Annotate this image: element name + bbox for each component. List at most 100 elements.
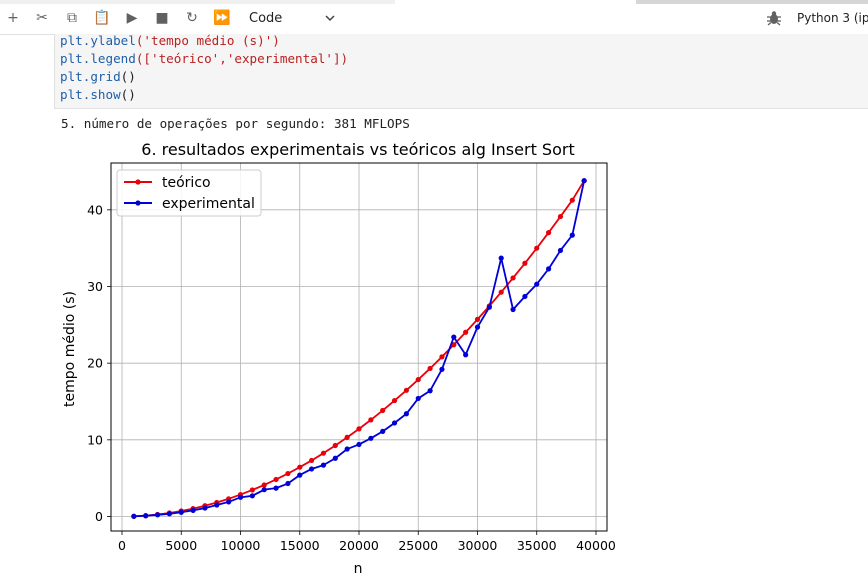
cell-type-label: Code bbox=[249, 10, 283, 26]
data-point-experimental bbox=[320, 462, 327, 468]
code-line: plt.ylabel('tempo médio (s)') bbox=[60, 32, 280, 50]
data-point-experimental bbox=[131, 513, 137, 519]
data-point-teorico bbox=[498, 289, 504, 295]
data-point-experimental bbox=[546, 266, 552, 272]
legend-marker-experimental bbox=[135, 200, 141, 206]
data-point-teorico bbox=[403, 387, 409, 393]
data-point-experimental bbox=[237, 494, 244, 500]
y-tick-label: 20 bbox=[87, 356, 103, 371]
copy-button[interactable]: ⧉ bbox=[63, 9, 81, 27]
plus-icon: + bbox=[7, 10, 19, 26]
data-point-experimental bbox=[403, 411, 409, 417]
kernel-name[interactable]: Python 3 (ip bbox=[797, 11, 868, 25]
data-point-teorico bbox=[273, 476, 279, 483]
data-point-experimental bbox=[474, 324, 481, 330]
data-point-teorico bbox=[522, 260, 528, 266]
data-point-experimental bbox=[368, 435, 374, 441]
y-tick-label: 40 bbox=[87, 202, 103, 217]
data-point-experimental bbox=[391, 420, 398, 426]
data-point-teorico bbox=[344, 434, 350, 440]
data-point-experimental bbox=[427, 388, 433, 394]
x-tick-label: 10000 bbox=[221, 538, 261, 553]
code-cell-editor[interactable]: plt.ylabel('tempo médio (s)') plt.legend… bbox=[54, 32, 868, 109]
refresh-icon: ↻ bbox=[186, 10, 198, 26]
data-point-teorico bbox=[546, 230, 552, 236]
data-point-teorico bbox=[332, 442, 338, 449]
tab-strip-left bbox=[0, 0, 395, 4]
chevron-down-icon bbox=[325, 15, 335, 22]
data-point-experimental bbox=[166, 511, 172, 517]
chart-ticks: 0 5000 10000 15000 20000 25000 30000 35000 40000… bbox=[87, 202, 616, 553]
code-fn: plt.grid bbox=[60, 69, 121, 84]
x-axis-label: n bbox=[354, 561, 363, 577]
code-fn: plt.legend bbox=[60, 51, 136, 66]
data-point-teorico bbox=[368, 417, 374, 423]
data-point-experimental bbox=[285, 480, 291, 487]
y-tick-label: 10 bbox=[87, 432, 103, 447]
data-point-experimental bbox=[226, 499, 232, 505]
data-point-teorico bbox=[297, 464, 303, 470]
data-point-teorico bbox=[309, 457, 315, 464]
data-point-experimental bbox=[451, 334, 457, 340]
code-line: plt.show() bbox=[60, 86, 136, 104]
fast-forward-icon: ⏩ bbox=[213, 10, 231, 26]
data-point-teorico bbox=[439, 354, 445, 360]
data-point-teorico bbox=[261, 482, 267, 488]
data-point-teorico bbox=[285, 470, 291, 477]
y-tick-label: 30 bbox=[87, 279, 103, 294]
chart-title: 6. resultados experimentais vs teóricos … bbox=[141, 140, 574, 159]
output-text: 5. número de operações por segundo: 381 … bbox=[61, 116, 410, 131]
chart-grid bbox=[111, 163, 607, 531]
data-point-experimental bbox=[190, 507, 196, 513]
data-point-experimental bbox=[522, 293, 528, 300]
legend: teórico experimental bbox=[116, 169, 262, 217]
legend-label-teorico: teórico bbox=[162, 175, 211, 191]
notebook-toolbar: + ✂ ⧉ 📋 ▶ ■ ↻ ⏩ Code Python 3 (ip bbox=[0, 0, 868, 35]
data-point-experimental bbox=[249, 493, 255, 499]
run-all-button[interactable]: ⏩ bbox=[213, 9, 231, 27]
data-point-experimental bbox=[261, 487, 267, 493]
data-point-experimental bbox=[557, 247, 564, 254]
x-tick-label: 0 bbox=[118, 538, 126, 553]
cell-type-select[interactable]: Code bbox=[244, 8, 336, 28]
x-tick-label: 20000 bbox=[339, 538, 379, 553]
add-cell-button[interactable]: + bbox=[4, 9, 22, 27]
data-point-experimental bbox=[498, 255, 504, 261]
scissors-icon: ✂ bbox=[36, 10, 48, 26]
code-line: plt.grid() bbox=[60, 68, 136, 86]
restart-button[interactable]: ↻ bbox=[183, 9, 201, 27]
run-button[interactable]: ▶ bbox=[123, 9, 141, 27]
y-tick-label: 0 bbox=[95, 509, 103, 524]
cut-button[interactable]: ✂ bbox=[33, 9, 51, 27]
tab-strip bbox=[0, 0, 868, 4]
paste-button[interactable]: 📋 bbox=[93, 9, 111, 27]
stop-icon: ■ bbox=[155, 10, 169, 26]
stop-button[interactable]: ■ bbox=[153, 9, 171, 27]
data-point-teorico bbox=[451, 342, 457, 348]
code-line: plt.legend(['teórico','experimental']) bbox=[60, 50, 348, 68]
code-fn: plt.ylabel bbox=[60, 33, 136, 48]
code-args: (['teórico','experimental']) bbox=[135, 51, 349, 66]
bug-icon[interactable] bbox=[766, 10, 782, 26]
data-point-experimental bbox=[214, 502, 220, 508]
x-tick-label: 30000 bbox=[458, 538, 498, 553]
tab-strip-right bbox=[636, 0, 868, 4]
data-point-experimental bbox=[178, 509, 184, 515]
data-point-teorico bbox=[391, 397, 398, 404]
data-point-experimental bbox=[510, 306, 516, 313]
code-args: () bbox=[120, 87, 136, 102]
data-point-teorico bbox=[427, 365, 433, 372]
data-point-experimental bbox=[356, 441, 362, 448]
data-point-teorico bbox=[534, 245, 540, 251]
data-point-teorico bbox=[557, 213, 564, 220]
play-icon: ▶ bbox=[126, 10, 138, 26]
data-point-teorico bbox=[356, 426, 362, 432]
legend-label-experimental: experimental bbox=[162, 196, 255, 212]
data-point-experimental bbox=[202, 505, 208, 511]
data-point-teorico bbox=[380, 407, 386, 414]
data-point-experimental bbox=[273, 485, 279, 491]
x-tick-label: 35000 bbox=[517, 538, 557, 553]
x-tick-label: 40000 bbox=[576, 538, 616, 553]
data-point-teorico bbox=[510, 275, 516, 281]
data-point-experimental bbox=[439, 366, 445, 372]
